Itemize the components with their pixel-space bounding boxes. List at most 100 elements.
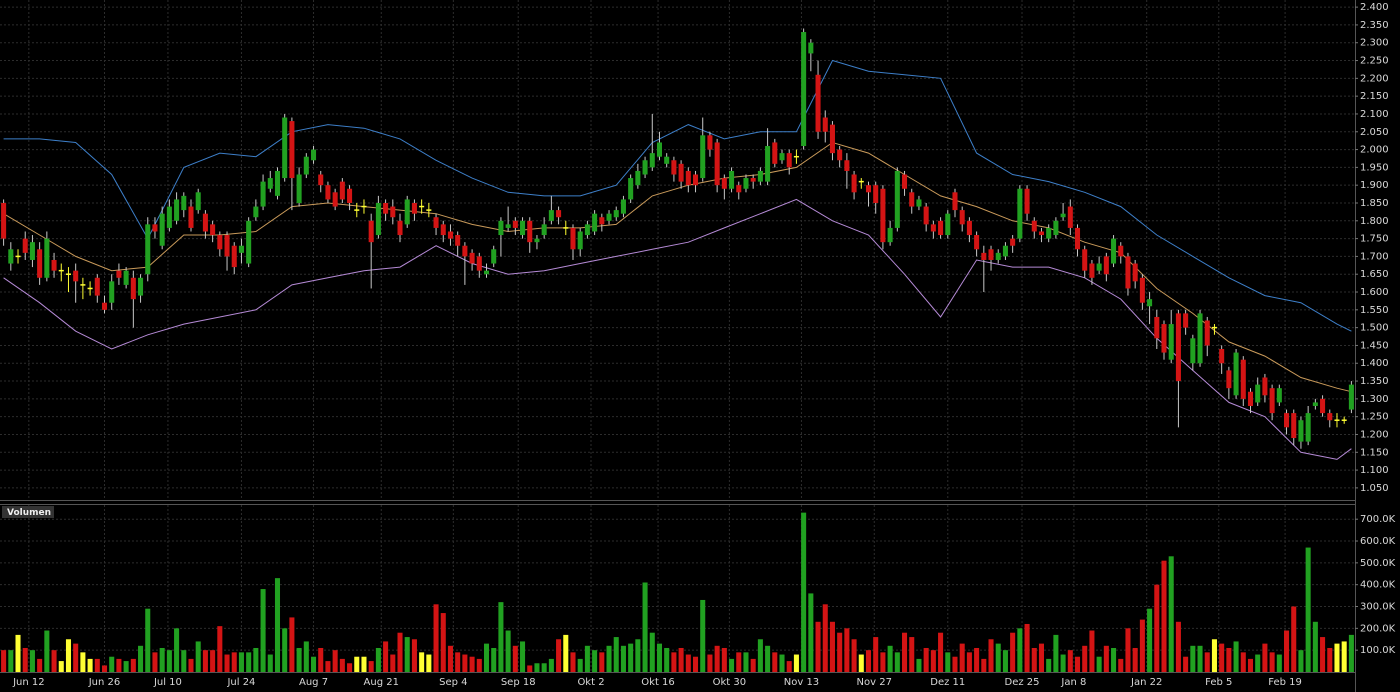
- candle-body: [1247, 391, 1254, 406]
- candle-body: [815, 74, 821, 132]
- candle-body: [952, 192, 958, 211]
- volume-bar: [757, 639, 763, 672]
- volume-bar: [873, 637, 879, 672]
- y-tick-label: 1.500: [1360, 323, 1389, 334]
- candle-body: [195, 192, 201, 211]
- candle-body: [959, 210, 965, 225]
- candle-body: [613, 210, 619, 218]
- candle-body: [37, 249, 43, 278]
- volume-bar: [779, 654, 785, 672]
- volume-bar: [210, 650, 216, 672]
- candle-body: [390, 206, 396, 218]
- y-tick-label: 1.900: [1360, 180, 1389, 191]
- candle-body: [620, 199, 626, 214]
- candle-body: [1010, 238, 1016, 246]
- volume-bar: [267, 654, 273, 672]
- volume-bar: [1291, 606, 1297, 672]
- volume-bar: [707, 654, 713, 672]
- volume-bar: [685, 654, 691, 672]
- candle-body: [692, 174, 699, 186]
- volume-bar: [923, 647, 929, 672]
- x-tick-label: Okt 16: [641, 677, 675, 688]
- y-tick-label: 1.850: [1360, 198, 1389, 209]
- x-tick-label: Okt 2: [577, 677, 604, 688]
- volume-bar: [58, 661, 64, 672]
- candle-body: [1125, 256, 1131, 289]
- candle-body: [289, 121, 295, 179]
- candle-body: [138, 277, 144, 296]
- y-tick-label: 1.800: [1360, 216, 1389, 227]
- candle-body: [829, 124, 835, 154]
- candle-body: [1240, 359, 1246, 399]
- candle-body: [649, 153, 655, 168]
- candle-body: [455, 235, 461, 246]
- candle-body: [347, 188, 353, 203]
- candle-body: [757, 170, 763, 182]
- candle-body: [44, 238, 50, 278]
- volume-bar: [642, 582, 648, 672]
- volume-bar: [303, 641, 309, 672]
- volume-bar: [1103, 645, 1109, 672]
- candle-body: [1089, 263, 1095, 278]
- y-tick-label: 2.250: [1360, 56, 1389, 67]
- candle-body: [851, 174, 857, 193]
- x-tick-label: Feb 19: [1268, 677, 1302, 688]
- volume-bar: [476, 658, 482, 672]
- volume-bar: [1226, 647, 1232, 672]
- volume-bar: [1125, 628, 1131, 672]
- y-tick-label: 500.0K: [1360, 558, 1396, 569]
- candle-body: [923, 206, 929, 225]
- candle-body: [880, 188, 886, 243]
- volume-bar: [1211, 639, 1217, 672]
- volume-bar: [1067, 650, 1073, 672]
- candle-body: [721, 178, 727, 189]
- volume-bar: [613, 637, 619, 672]
- volume-bar: [37, 658, 43, 672]
- candle-body: [404, 199, 410, 225]
- candle-body: [671, 160, 677, 175]
- candle-body: [1291, 413, 1297, 439]
- volume-bar: [1247, 658, 1254, 672]
- volume-bar: [397, 632, 403, 672]
- candle-body: [887, 227, 893, 243]
- candle-body: [260, 181, 266, 207]
- volume-bar: [1096, 656, 1102, 672]
- volume-bar: [786, 661, 792, 672]
- candle-body: [246, 220, 252, 264]
- volume-bar: [829, 621, 835, 672]
- candle-body: [966, 220, 972, 236]
- candle-body: [130, 277, 136, 300]
- volume-bar: [455, 652, 461, 672]
- volume-bar: [505, 630, 511, 672]
- volume-bar: [750, 658, 756, 672]
- volume-label-box: [2, 506, 54, 518]
- volume-bar: [563, 634, 569, 672]
- volume-bar: [404, 637, 410, 672]
- volume-bar: [520, 641, 526, 672]
- candle-body: [894, 170, 900, 228]
- x-tick-label: Dez 25: [1005, 677, 1040, 688]
- y-tick-label: 1.100: [1360, 465, 1389, 476]
- volume-bar: [592, 650, 598, 672]
- candle-body: [368, 220, 374, 243]
- candle-body: [1002, 245, 1008, 257]
- volume-bar: [1175, 621, 1181, 672]
- candle-body: [188, 206, 194, 228]
- candle-body: [995, 252, 1001, 260]
- x-tick-label: Aug 21: [364, 677, 399, 688]
- candle-body: [505, 224, 511, 228]
- volume-bar: [959, 643, 965, 672]
- volume-bar: [729, 658, 735, 672]
- candle-body: [1262, 377, 1268, 396]
- volume-bar: [138, 645, 144, 672]
- volume-bar: [347, 663, 353, 672]
- volume-bar: [498, 602, 504, 672]
- candle-body: [1074, 227, 1081, 250]
- volume-bar: [1183, 656, 1189, 672]
- volume-bar: [671, 652, 677, 672]
- volume-bar: [822, 604, 828, 672]
- y-tick-label: 2.300: [1360, 38, 1389, 49]
- volume-bar: [534, 663, 540, 672]
- volume-bar: [22, 647, 28, 672]
